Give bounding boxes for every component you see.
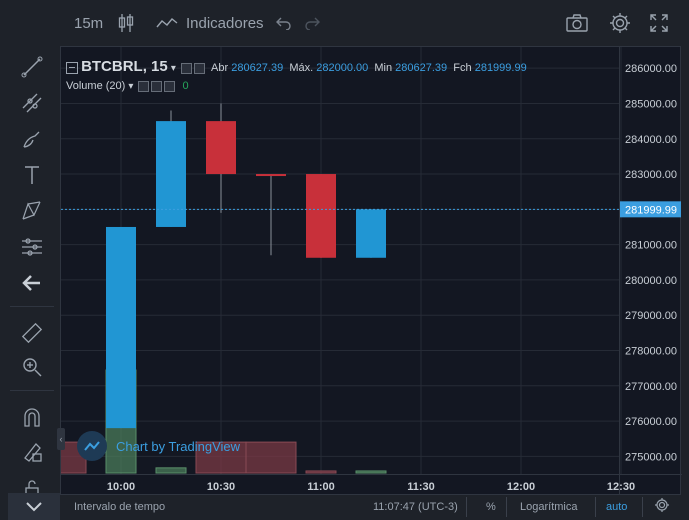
symbol-title[interactable]: BTCBRL, 15	[81, 58, 168, 75]
price-chart[interactable]: 286000.00 285000.00 284000.00 283000.00 2820…	[61, 47, 682, 496]
indicators-icon	[156, 18, 178, 28]
volume-dropdown-icon[interactable]: ▾	[128, 81, 134, 92]
close-icon[interactable]	[164, 80, 176, 92]
y-tick-label: 281000.00	[625, 240, 677, 252]
x-tick-label: 12:00	[507, 481, 535, 493]
brush-icon[interactable]	[14, 124, 50, 154]
volume-bar	[305, 470, 337, 474]
tradingview-watermark[interactable]: Chart by TradingView	[77, 431, 240, 461]
candle-body	[356, 209, 386, 258]
y-tick-label: 285000.00	[625, 98, 677, 110]
watermark-label: Chart by TradingView	[116, 438, 241, 454]
bottom-bar: Intervalo de tempo 11:07:47 (UTC-3) % Lo…	[60, 495, 689, 520]
auto-toggle[interactable]: auto	[606, 501, 628, 513]
y-tick-label: 286000.00	[625, 63, 677, 75]
high-value: 282000.00	[316, 62, 369, 74]
chart-settings-gear-icon[interactable]	[655, 498, 669, 515]
x-tick-label: 12:30	[607, 481, 635, 493]
volume-legend: Volume (20) ▾ 0	[66, 80, 189, 92]
log-toggle[interactable]: Logarítmica	[520, 501, 578, 513]
high-label: Máx.	[289, 62, 314, 74]
close-value: 281999.99	[474, 62, 527, 74]
collapse-legend-icon[interactable]	[66, 62, 78, 75]
measure-tools-icon[interactable]	[14, 232, 50, 262]
low-value: 280627.39	[395, 62, 448, 74]
eye-icon[interactable]	[138, 80, 150, 92]
clock: 11:07:47 (UTC-3)	[373, 501, 458, 513]
bottom-divider	[642, 497, 643, 517]
y-tick-label: 277000.00	[625, 381, 677, 393]
eye-icon[interactable]	[180, 62, 192, 74]
pattern-icon[interactable]	[14, 196, 50, 226]
volume-bar	[195, 441, 247, 474]
candle-body	[156, 121, 186, 227]
back-arrow-icon[interactable]	[14, 268, 50, 298]
percent-toggle[interactable]: %	[486, 501, 496, 513]
x-tick-label: 10:00	[107, 481, 135, 493]
toolbar-divider	[10, 306, 54, 307]
y-tick-label: 276000.00	[625, 416, 677, 428]
symbol-dropdown-icon[interactable]: ▾	[170, 63, 176, 74]
toolbar-divider	[10, 390, 54, 391]
time-interval-button[interactable]: Intervalo de tempo	[74, 501, 166, 513]
volume-value: 0	[182, 80, 189, 92]
lock-draw-icon[interactable]	[14, 436, 50, 466]
candles-icon[interactable]	[118, 0, 134, 46]
indicators-button[interactable]: Indicadores	[156, 0, 264, 46]
interval-button[interactable]: 15m	[74, 0, 103, 46]
volume-bar	[155, 467, 187, 474]
y-tick-label: 284000.00	[625, 134, 677, 146]
volume-bar	[355, 470, 387, 474]
open-label: Abr	[211, 62, 229, 74]
trend-line-icon[interactable]	[14, 52, 50, 82]
text-tool-icon[interactable]	[14, 160, 50, 190]
y-tick-label: 280000.00	[625, 275, 677, 287]
zoom-in-icon[interactable]	[14, 352, 50, 382]
expand-toolbar-button[interactable]	[8, 493, 60, 520]
tradingview-logo-icon	[77, 431, 107, 461]
bottom-divider	[595, 497, 596, 517]
y-tick-label: 278000.00	[625, 345, 677, 357]
settings-gear-icon[interactable]	[609, 0, 631, 46]
chart-panel[interactable]: 286000.00 285000.00 284000.00 283000.00 2820…	[57, 46, 682, 496]
symbol-legend: BTCBRL, 15 ▾ Abr 280627.39 Máx. 282000.0…	[66, 58, 527, 75]
top-toolbar: 15m Indicadores	[0, 0, 689, 46]
volume-label[interactable]: Volume (20)	[66, 80, 126, 92]
x-tick-label: 11:00	[307, 481, 335, 493]
bottom-divider	[506, 497, 507, 517]
y-tick-label: 275000.00	[625, 451, 677, 463]
drawing-toolbar	[0, 0, 60, 520]
gear-icon[interactable]	[151, 80, 163, 92]
close-label: Fch	[453, 62, 472, 74]
chevron-down-icon	[26, 501, 42, 511]
low-label: Min	[374, 62, 393, 74]
redo-icon[interactable]	[304, 0, 320, 46]
candle-body	[306, 174, 336, 258]
hide-toolbar-handle[interactable]: ‹	[57, 428, 65, 450]
candle-body	[206, 121, 236, 175]
ruler-icon[interactable]	[14, 318, 50, 348]
camera-icon[interactable]	[566, 0, 588, 46]
indicators-label: Indicadores	[186, 14, 264, 32]
bottom-divider	[466, 497, 467, 517]
last-price-tag	[620, 201, 681, 218]
fullscreen-icon[interactable]	[650, 0, 668, 46]
x-tick-label: 10:30	[207, 481, 235, 493]
open-value: 280627.39	[231, 62, 284, 74]
candle-body	[106, 226, 136, 429]
y-tick-label: 279000.00	[625, 310, 677, 322]
last-price-label: 281999.99	[625, 204, 677, 216]
fib-tools-icon[interactable]	[14, 88, 50, 118]
candle-body	[256, 174, 286, 177]
interval-label: 15m	[74, 14, 104, 32]
undo-icon[interactable]	[276, 0, 292, 46]
magnet-icon[interactable]	[14, 402, 50, 432]
y-tick-label: 283000.00	[625, 169, 677, 181]
volume-bar	[245, 441, 297, 474]
x-tick-label: 11:30	[407, 481, 435, 493]
gear-icon[interactable]	[193, 62, 205, 74]
